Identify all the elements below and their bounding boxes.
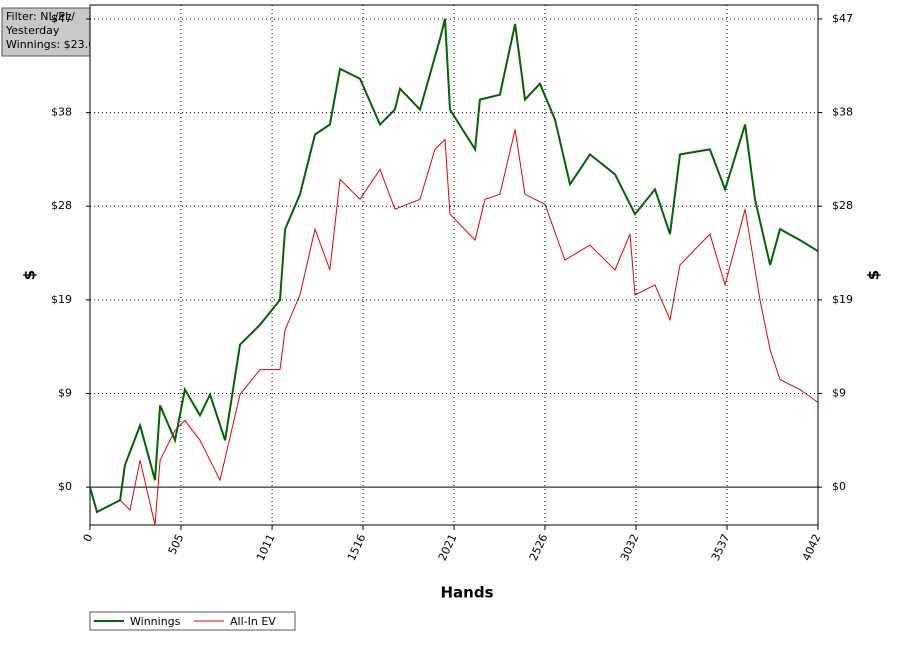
y-tick-label: $9 bbox=[58, 387, 72, 400]
legend-label: All-In EV bbox=[230, 615, 276, 628]
x-axis-label: Hands bbox=[440, 584, 493, 602]
y-tick-label: $19 bbox=[51, 293, 72, 306]
y-axis-label: $ bbox=[21, 270, 39, 280]
series-line bbox=[89, 18, 819, 514]
filter-text: Winnings: $23.69 bbox=[6, 38, 102, 51]
y-tick-label: $38 bbox=[832, 106, 853, 119]
y-tick-label: $19 bbox=[832, 293, 853, 306]
y-tick-label: $38 bbox=[51, 106, 72, 119]
y-tick-label: $28 bbox=[51, 199, 72, 212]
legend-label: Winnings bbox=[130, 615, 181, 628]
y-tick-label: $9 bbox=[832, 387, 846, 400]
series-line bbox=[89, 129, 819, 526]
y-axis-label: $ bbox=[865, 270, 883, 280]
y-tick-label: $28 bbox=[832, 199, 853, 212]
filter-text: Filter: NL/PL/ bbox=[6, 10, 75, 23]
y-tick-label: $47 bbox=[832, 12, 853, 25]
y-tick-label: $0 bbox=[832, 480, 846, 493]
filter-text: Yesterday bbox=[5, 24, 60, 37]
y-tick-label: $47 bbox=[51, 12, 72, 25]
x-tick-label: 0 bbox=[81, 532, 96, 544]
y-tick-label: $0 bbox=[58, 480, 72, 493]
legend bbox=[89, 611, 296, 631]
